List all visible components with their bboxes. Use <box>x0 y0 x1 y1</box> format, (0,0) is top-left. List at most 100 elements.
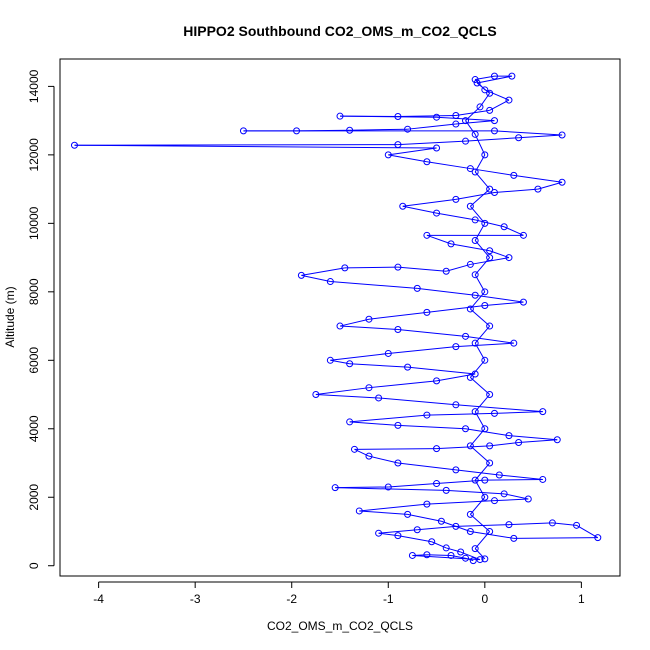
data-point <box>508 72 516 80</box>
data-point <box>341 264 349 272</box>
data-point <box>404 510 412 518</box>
data-point <box>326 356 334 364</box>
series-segment <box>446 263 471 272</box>
series-segment <box>388 154 427 163</box>
x-tick-label: 0 <box>481 592 488 606</box>
series-segment <box>74 144 437 149</box>
data-point <box>433 209 441 217</box>
series-segment <box>455 469 500 476</box>
data-point <box>471 545 479 553</box>
series-segment <box>426 412 495 416</box>
series-segment <box>503 226 524 236</box>
data-point <box>466 373 474 381</box>
data-point <box>336 322 344 330</box>
series-segment <box>474 134 486 156</box>
series-segment <box>513 174 563 183</box>
series-segment <box>474 171 491 190</box>
series-segment <box>378 529 418 534</box>
data-point <box>486 185 494 193</box>
data-point <box>413 284 421 292</box>
series-segment <box>518 134 563 139</box>
series-segment <box>354 448 437 450</box>
data-point <box>394 113 402 121</box>
series-segment <box>388 147 437 156</box>
data-point <box>558 131 566 139</box>
data-point <box>466 260 474 268</box>
series-segment <box>388 483 437 488</box>
data-point <box>457 548 465 556</box>
series-segment <box>426 161 471 170</box>
series-segment <box>475 294 524 303</box>
series-segment <box>470 188 490 207</box>
series-segment <box>465 137 519 142</box>
data-point <box>452 120 460 128</box>
series-segment <box>417 287 476 296</box>
series-segment <box>469 359 486 378</box>
series-segment <box>339 318 370 327</box>
data-point <box>476 556 484 564</box>
data-point <box>423 308 431 316</box>
data-point <box>346 126 354 134</box>
data-point <box>486 527 494 535</box>
series-segment <box>397 424 466 430</box>
data-point <box>515 134 523 142</box>
series-segment <box>537 181 563 190</box>
series-segment <box>470 445 490 464</box>
data-point <box>505 432 513 440</box>
y-tick-label: 12000 <box>27 138 41 172</box>
data-point <box>394 263 402 271</box>
series-segment <box>455 192 495 200</box>
series-segment <box>484 301 524 307</box>
data-point <box>471 76 479 84</box>
data-point <box>495 471 503 479</box>
data-point <box>384 483 392 491</box>
series-segment <box>474 531 491 549</box>
series-segment <box>489 99 510 111</box>
data-point <box>452 522 460 530</box>
data-point <box>490 127 498 135</box>
y-tick-label: 0 <box>27 562 41 569</box>
data-point <box>462 137 470 145</box>
data-point <box>471 339 479 347</box>
series-segment <box>368 311 427 320</box>
series-segment <box>484 89 510 101</box>
data-point <box>70 141 78 149</box>
series-segment <box>494 130 563 136</box>
series-segment <box>474 325 491 344</box>
data-point <box>442 544 450 552</box>
data-point <box>404 125 412 133</box>
data-point <box>481 356 489 364</box>
y-axis-label: Altitude (m) <box>3 286 17 347</box>
data-point <box>239 127 247 135</box>
series-segment <box>474 257 491 276</box>
data-point <box>481 425 489 433</box>
series-segment <box>315 394 379 399</box>
data-point <box>394 532 402 540</box>
data-point <box>293 127 301 135</box>
series-segment <box>349 421 398 426</box>
series-segment <box>436 116 495 122</box>
data-point <box>384 349 392 357</box>
series-segment <box>388 346 456 354</box>
data-point <box>433 377 441 385</box>
data-point <box>553 436 561 444</box>
series-segment <box>426 554 452 556</box>
data-point <box>428 538 436 546</box>
series-segment <box>469 428 486 447</box>
data-point <box>404 363 412 371</box>
series-segment <box>426 305 485 313</box>
series-segment <box>455 404 543 413</box>
data-point <box>466 510 474 518</box>
data-point <box>490 497 498 505</box>
series-segment <box>296 129 350 132</box>
data-point <box>466 305 474 313</box>
data-point <box>336 112 344 120</box>
series-segment <box>368 455 399 464</box>
data-point <box>423 500 431 508</box>
data-point <box>423 411 431 419</box>
series-segment <box>475 219 505 228</box>
series-segment <box>402 205 437 214</box>
data-point <box>452 343 460 351</box>
data-point <box>331 484 339 492</box>
